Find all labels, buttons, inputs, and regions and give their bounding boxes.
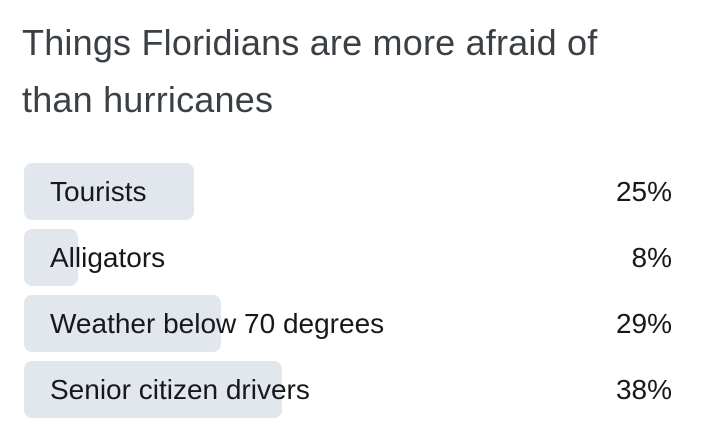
poll-option-percent: 38% [615,374,672,405]
poll-option-percent: 29% [615,308,672,339]
poll-option-row: Tourists 25% [24,163,672,220]
poll-result-bar [24,361,282,418]
poll-result-bar [24,295,221,352]
poll-title: Things Floridians are more afraid of than… [0,0,719,128]
poll-result-bar [24,229,78,286]
poll-option-row: Senior citizen drivers 38% [24,361,672,418]
poll-result-bar [24,163,194,220]
poll-title-line1: Things Floridians are more afraid of [22,22,598,63]
poll-option-label: Senior citizen drivers [50,374,310,405]
poll-option-label: Weather below 70 degrees [50,308,385,339]
poll-option-label: Tourists [50,176,147,207]
poll-option-row: Alligators 8% [24,229,672,286]
poll-title-line2: than hurricanes [22,79,274,120]
poll-option-percent: 8% [631,242,672,273]
poll-option-row: Weather below 70 degrees 29% [24,295,672,352]
poll-option-percent: 25% [615,176,672,207]
poll-results-list: Tourists 25% Alligators 8% Weather below… [24,163,672,427]
poll-option-label: Alligators [50,242,166,273]
